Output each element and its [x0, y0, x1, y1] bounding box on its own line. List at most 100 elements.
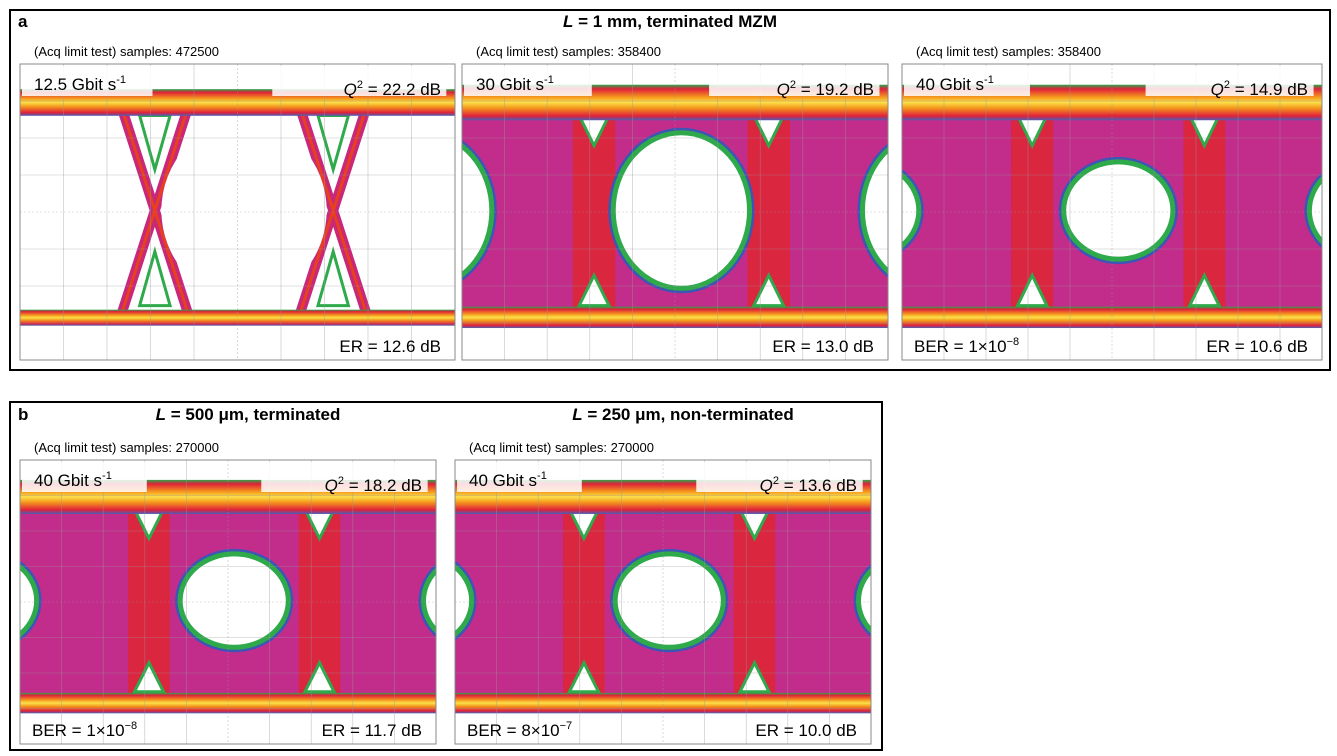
eye-opening [421, 567, 436, 634]
q-symbol: Q [760, 476, 773, 495]
eye-layer [20, 460, 436, 744]
crossover-gap [751, 271, 787, 308]
q-symbol: Q [344, 80, 357, 99]
scope-header: (Acq limit test) samples: 270000 [34, 440, 219, 455]
bit-rate: 40 Gbit s-1 [916, 74, 994, 94]
q-sup: 2 [773, 475, 779, 487]
crossover-gap [1187, 271, 1222, 308]
bit-rate-sup: -1 [537, 470, 547, 482]
title-rest: = 250 μm, non-terminated [583, 405, 794, 424]
panel-label: b [18, 405, 28, 424]
title-rest: = 500 μm, terminated [166, 405, 340, 424]
label-bg [1145, 66, 1314, 96]
extinction-ratio: ER = 10.6 dB [1206, 337, 1308, 356]
panel-label: a [18, 12, 28, 31]
extinction-ratio: ER = 12.6 dB [339, 337, 441, 356]
eye-opening [20, 132, 64, 289]
crossover-gap [137, 246, 173, 308]
bit-error-rate-sup: −8 [1007, 336, 1020, 348]
screen-border [19, 459, 437, 745]
eye-opening [177, 551, 291, 650]
q-rest: = 18.2 dB [344, 476, 422, 495]
panel-title: L = 1 mm, terminated MZM [563, 12, 777, 31]
label-bg [272, 66, 447, 96]
scope-header: (Acq limit test) samples: 358400 [916, 44, 1101, 59]
panel-border [9, 401, 883, 751]
bit-rate-text: 40 Gbit s [916, 75, 984, 94]
title-italic: L [156, 405, 166, 424]
eye-opening [610, 130, 753, 291]
q-sup: 2 [1224, 79, 1230, 91]
q-sup: 2 [790, 79, 796, 91]
screen-border [454, 459, 872, 745]
title-italic: L [563, 12, 573, 31]
bottom-rail [455, 692, 871, 714]
crossover-gap [302, 659, 337, 694]
bit-error-rate-text: BER = 1×10 [32, 721, 125, 740]
q-symbol: Q [1211, 80, 1224, 99]
bit-error-rate-text: BER = 8×10 [467, 721, 560, 740]
crossing-trace [296, 102, 370, 320]
q-symbol: Q [325, 476, 338, 495]
crossover-gap [576, 271, 612, 308]
bottom-rail [20, 692, 436, 714]
q-factor: Q2 = 18.2 dB [325, 475, 422, 495]
bit-error-rate: BER = 8×10−7 [467, 720, 572, 740]
bit-rate-sup: -1 [984, 74, 994, 86]
crossover-gap [131, 659, 166, 694]
eye-diagram [461, 63, 889, 361]
label-bg [22, 462, 147, 492]
bit-rate: 40 Gbit s-1 [34, 470, 112, 490]
q-rest: = 13.6 dB [779, 476, 857, 495]
eye-diagram [901, 63, 1323, 361]
screen-border [461, 63, 889, 361]
bit-rate-text: 12.5 Gbit s [34, 75, 116, 94]
label-bg [904, 66, 1030, 96]
q-rest: = 14.9 dB [1230, 80, 1308, 99]
eye-opening [859, 146, 888, 275]
label-bg [22, 66, 153, 96]
bit-error-rate-sup: −8 [125, 720, 138, 732]
eye-opening [20, 563, 40, 638]
label-bg [709, 66, 880, 96]
title-italic: L [572, 405, 582, 424]
scope-header: (Acq limit test) samples: 270000 [469, 440, 654, 455]
crossover-gap [737, 659, 772, 694]
bit-error-rate-text: BER = 1×10 [914, 337, 1007, 356]
eye-layer [455, 460, 871, 744]
panel-title: L = 500 μm, terminated [156, 405, 341, 424]
bit-rate-sup: -1 [102, 470, 112, 482]
crossover-gap [566, 659, 601, 694]
bit-rate-text: 40 Gbit s [469, 471, 537, 490]
extinction-ratio: ER = 11.7 dB [322, 721, 422, 740]
eye-layer [20, 64, 455, 360]
q-factor: Q2 = 22.2 dB [344, 79, 441, 99]
label-bg [696, 462, 863, 492]
eye-diagram [19, 63, 456, 361]
screen-border [19, 63, 456, 361]
eye-opening [856, 567, 871, 634]
bit-rate: 12.5 Gbit s-1 [34, 74, 126, 94]
label-bg [457, 462, 582, 492]
bit-error-rate: BER = 1×10−8 [914, 336, 1019, 356]
eye-opening [1306, 175, 1322, 246]
label-bg [261, 462, 428, 492]
bit-error-rate: BER = 1×10−8 [32, 720, 137, 740]
q-factor: Q2 = 13.6 dB [760, 475, 857, 495]
q-rest: = 19.2 dB [796, 80, 874, 99]
extinction-ratio: ER = 13.0 dB [772, 337, 874, 356]
bit-rate-text: 40 Gbit s [34, 471, 102, 490]
extinction-ratio: ER = 10.0 dB [755, 721, 857, 740]
bit-rate-text: 30 Gbit s [476, 75, 544, 94]
eye-layer [902, 64, 1322, 360]
eye-diagram [454, 459, 872, 745]
crossover-gap [315, 246, 351, 308]
eye-opening [455, 563, 475, 638]
q-symbol: Q [777, 80, 790, 99]
bit-rate: 40 Gbit s-1 [469, 470, 547, 490]
q-factor: Q2 = 14.9 dB [1211, 79, 1308, 99]
q-factor: Q2 = 19.2 dB [777, 79, 874, 99]
eye-opening [415, 135, 455, 286]
crossing-trace [118, 102, 192, 320]
